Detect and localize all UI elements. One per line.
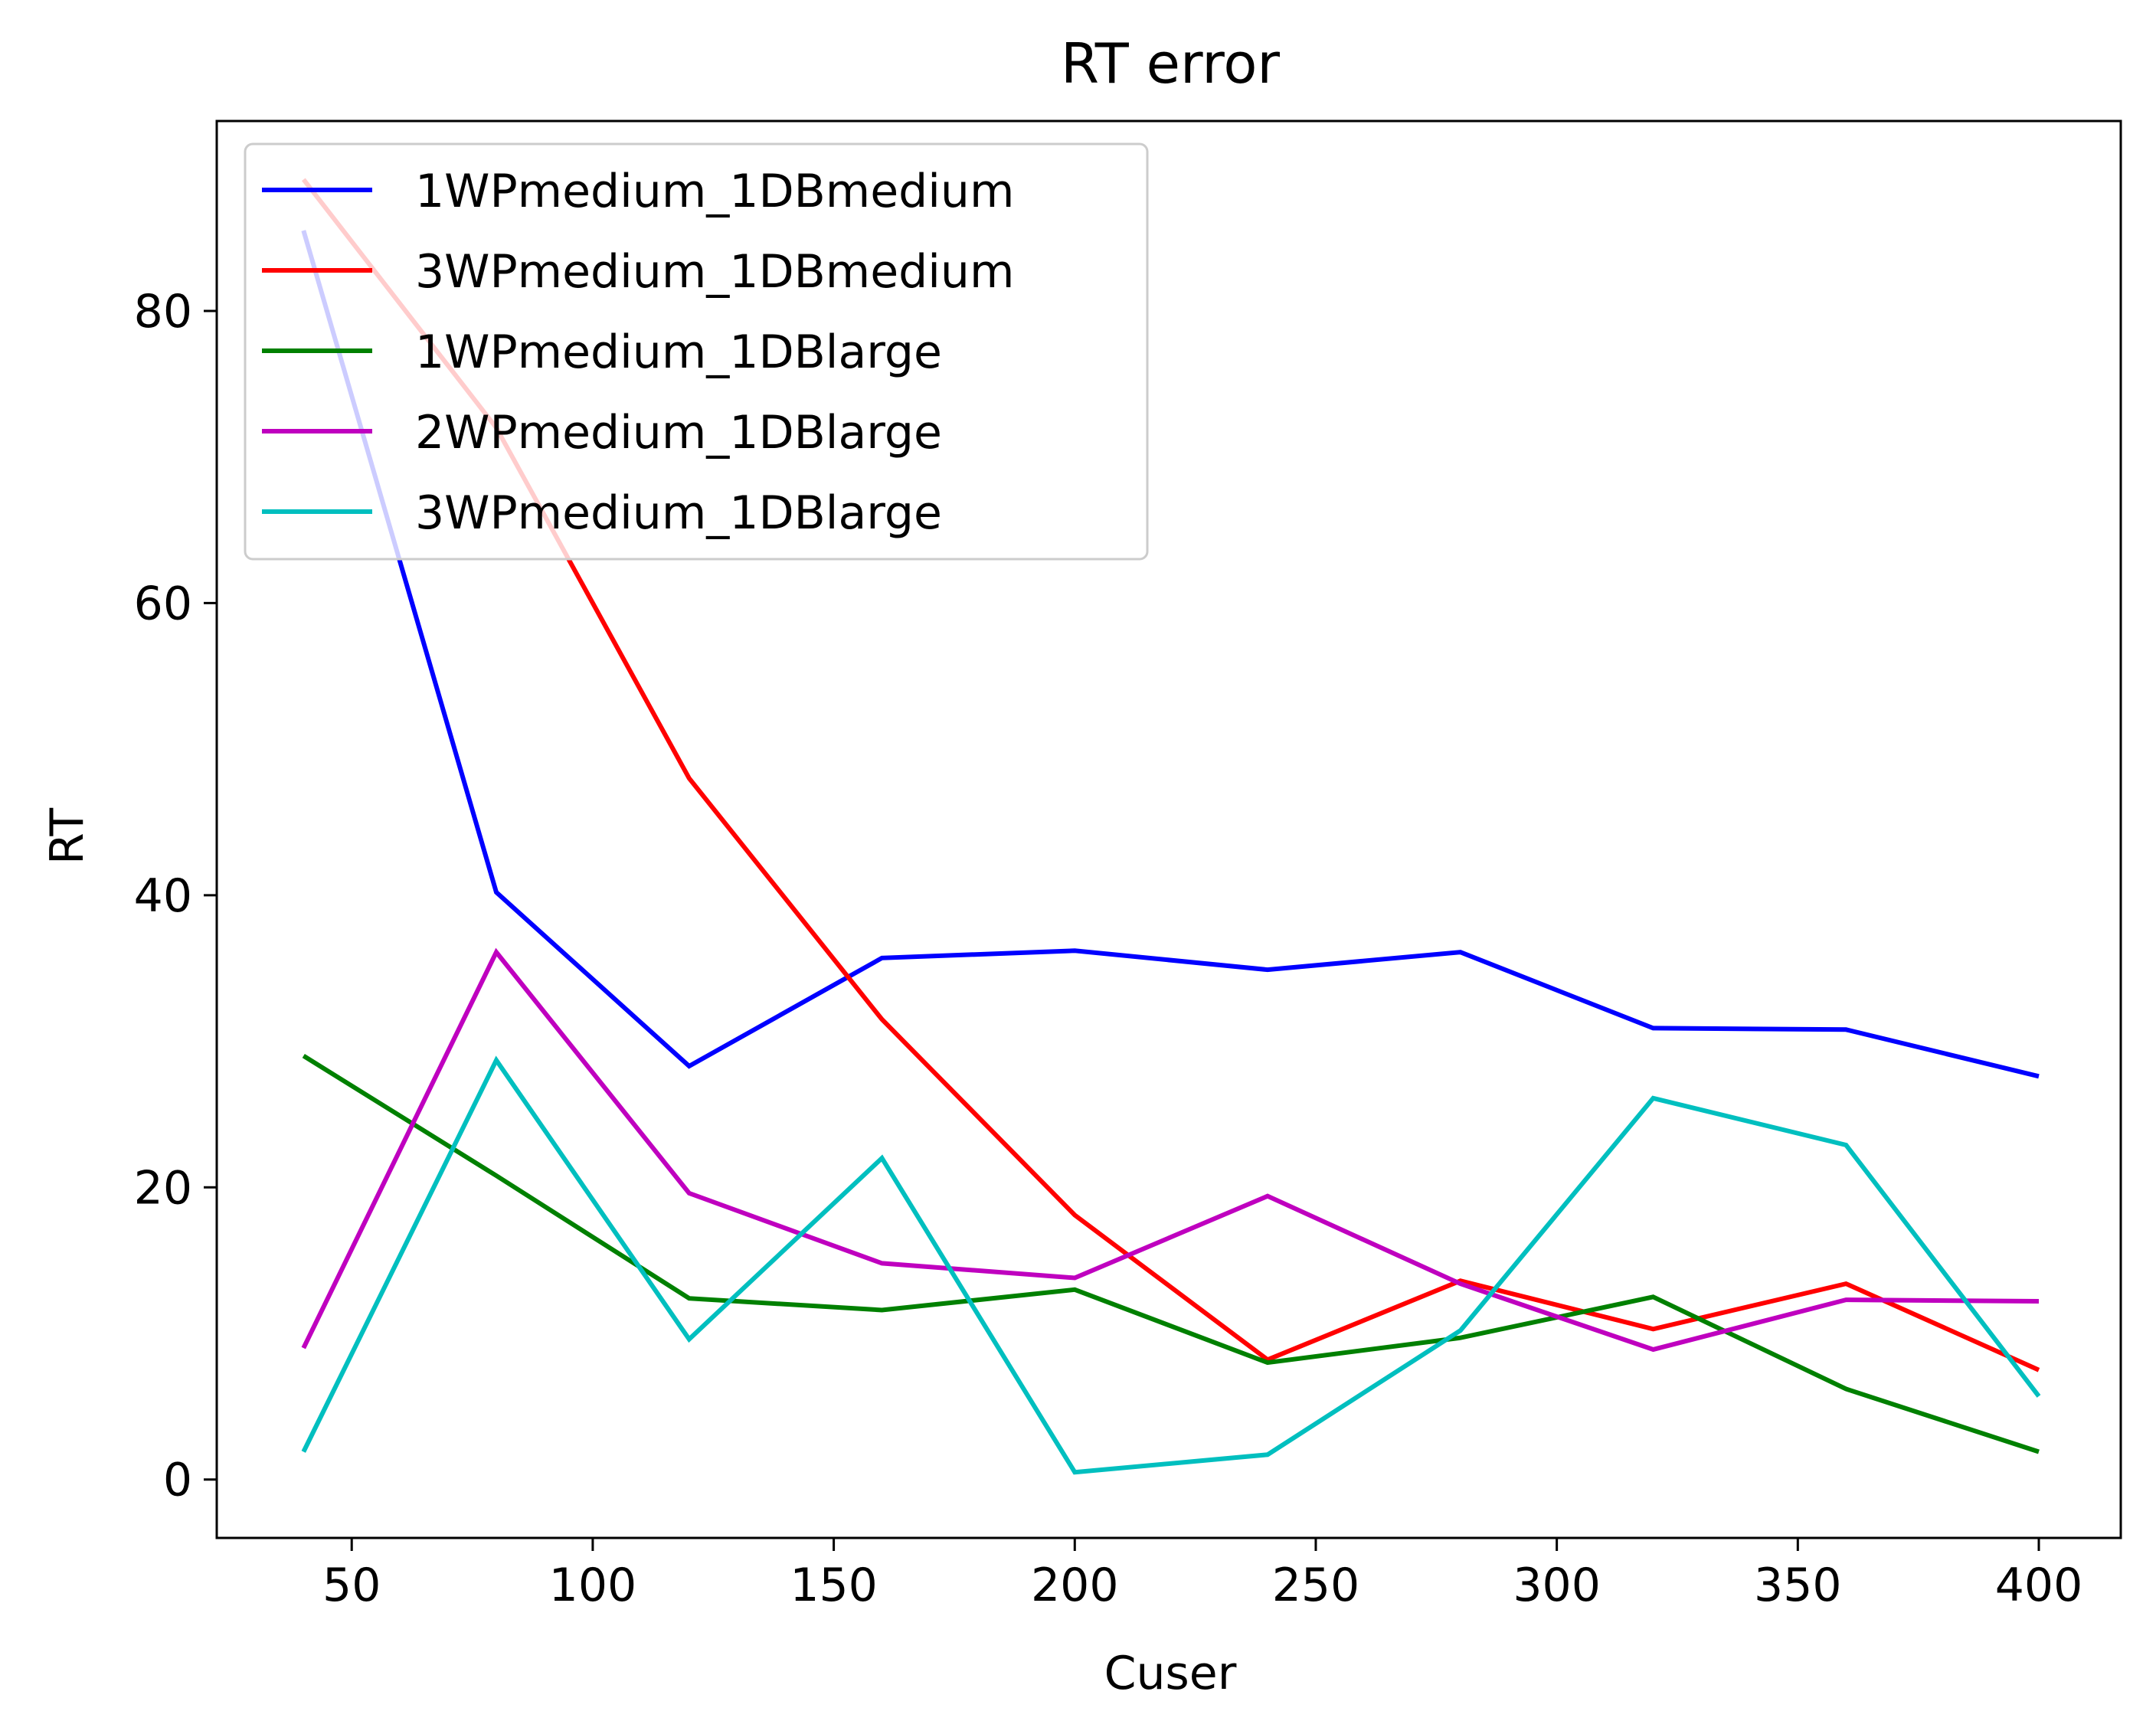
y-tick-label: 20 bbox=[134, 1161, 192, 1215]
x-tick-label: 400 bbox=[1995, 1559, 2083, 1612]
x-tick-label: 300 bbox=[1513, 1559, 1601, 1612]
legend-box bbox=[244, 142, 1149, 561]
legend-entry-label: 1WPmedium_1DBmedium bbox=[415, 165, 1014, 218]
plot-area: 50 100 150 200 250 300 350 400 0 20 40 60 80 bbox=[134, 119, 2122, 1612]
series-line-1 bbox=[301, 230, 2040, 1079]
x-axis-label: Cuser bbox=[1104, 1647, 1237, 1700]
x-tick-label: 250 bbox=[1272, 1559, 1360, 1612]
y-tick-label: 80 bbox=[134, 285, 192, 339]
x-tick-label: 50 bbox=[322, 1559, 381, 1612]
y-axis-label: RT bbox=[41, 808, 94, 865]
legend-entry-label: 3WPmedium_1DBmedium bbox=[415, 245, 1014, 299]
axes-frame bbox=[215, 119, 2122, 1539]
x-tick-label: 100 bbox=[549, 1559, 637, 1612]
y-tick-label: 40 bbox=[134, 869, 192, 923]
series-line-3 bbox=[302, 1054, 2040, 1454]
legend-entry-label: 2WPmedium_1DBlarge bbox=[415, 406, 942, 460]
legend-entry-label: 1WPmedium_1DBlarge bbox=[415, 326, 942, 379]
legend-entry-label: 3WPmedium_1DBlarge bbox=[415, 486, 942, 540]
series-line-4 bbox=[301, 947, 2040, 1353]
x-tick-label: 350 bbox=[1754, 1559, 1842, 1612]
series-line-2 bbox=[301, 178, 2040, 1372]
y-tick-label: 0 bbox=[163, 1454, 192, 1507]
x-tick-label: 150 bbox=[790, 1559, 878, 1612]
series-line-5 bbox=[301, 1055, 2041, 1475]
x-tick-label: 200 bbox=[1031, 1559, 1119, 1612]
chart-title: RT error bbox=[1061, 31, 1280, 96]
y-tick-label: 60 bbox=[134, 577, 192, 630]
legend: 1WPmedium_1DBmedium 3WPmedium_1DBmedium 1W… bbox=[244, 142, 1149, 561]
